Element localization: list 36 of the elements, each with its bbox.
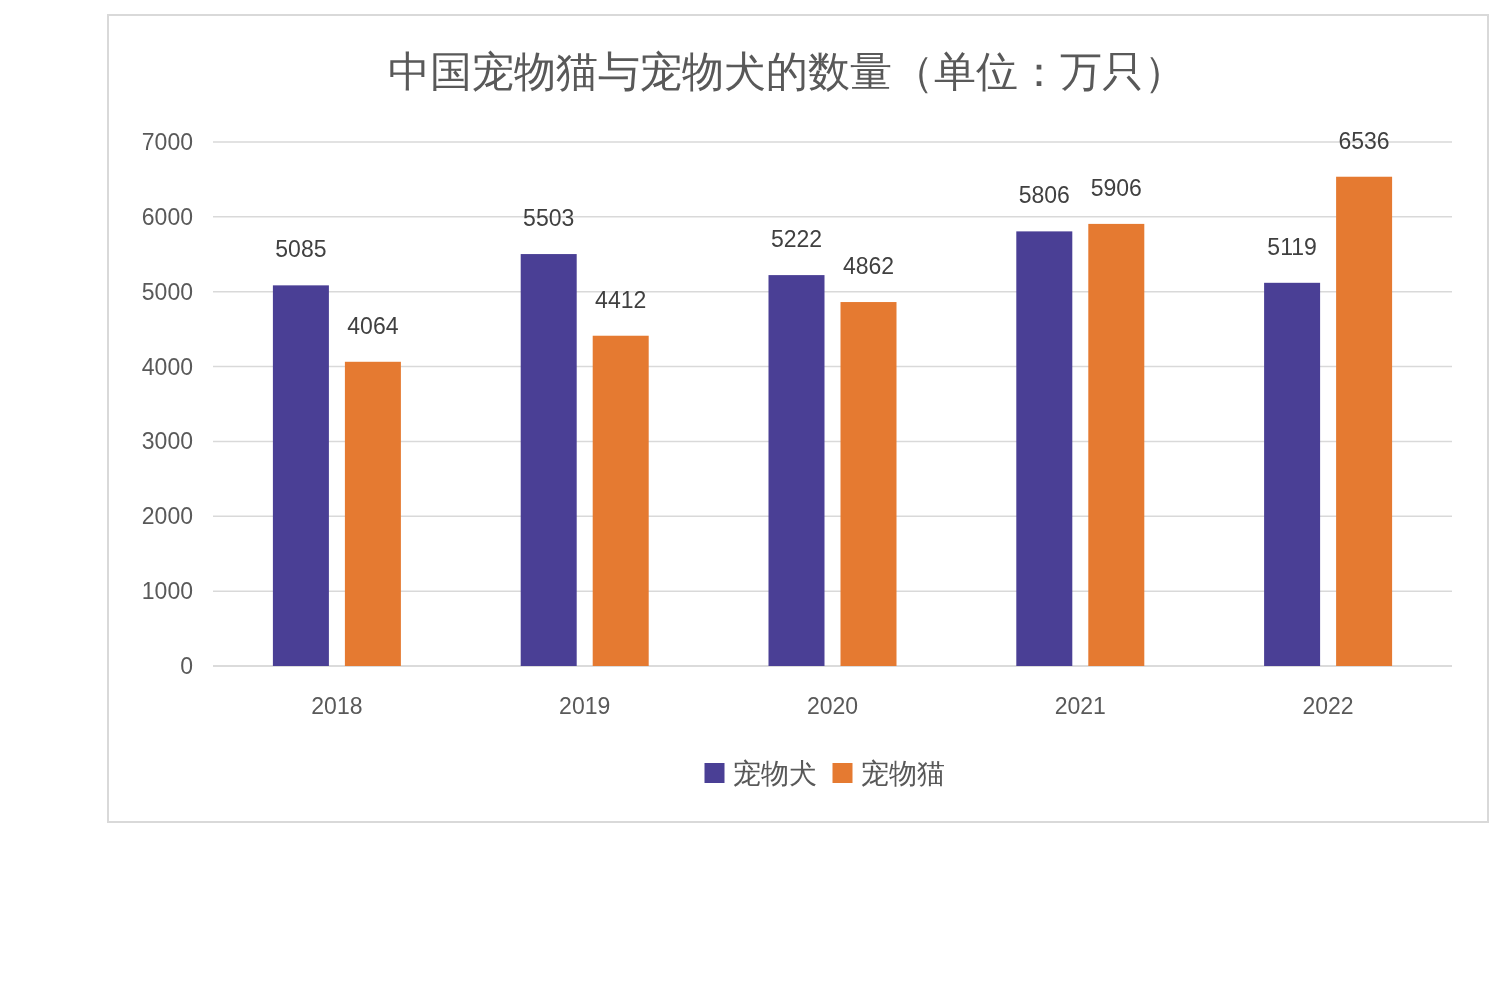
y-tick-label: 4000 [141, 353, 193, 380]
x-tick-label: 2021 [1054, 693, 1106, 719]
bar [272, 285, 329, 666]
bar [1264, 282, 1321, 666]
y-tick-label: 1000 [141, 578, 193, 605]
y-tick-label: 5000 [141, 278, 193, 305]
data-label: 6536 [1338, 127, 1390, 154]
bar [840, 302, 897, 666]
x-tick-label: 2020 [806, 693, 859, 719]
data-label: 5119 [1267, 233, 1317, 260]
bar [1016, 231, 1073, 666]
x-tick-label: 2022 [1302, 693, 1354, 719]
data-label: 5806 [1018, 182, 1070, 209]
y-tick-label: 2000 [141, 503, 193, 530]
bar [768, 275, 825, 666]
bar [1088, 223, 1145, 666]
legend-label: 宠物猫 [860, 758, 945, 789]
data-label: 5085 [275, 236, 327, 263]
bar [520, 254, 577, 666]
data-label: 5222 [770, 226, 823, 253]
y-tick-label: 3000 [141, 428, 193, 455]
data-label: 5906 [1090, 174, 1142, 201]
y-tick-label: 0 [180, 653, 193, 679]
data-label: 5503 [523, 205, 575, 232]
y-tick-label: 6000 [141, 203, 193, 230]
data-label: 4064 [347, 312, 399, 339]
legend-label: 宠物犬 [732, 758, 817, 789]
y-tick-label: 7000 [141, 129, 193, 155]
bar [1336, 176, 1393, 666]
chart-title: 中国宠物猫与宠物犬的数量（单位：万只） [388, 48, 1186, 95]
data-label: 4412 [595, 286, 647, 313]
x-tick-label: 2018 [311, 693, 363, 719]
data-label: 4862 [842, 253, 895, 280]
bar [592, 335, 649, 666]
bar [344, 361, 401, 666]
x-tick-label: 2019 [559, 693, 611, 719]
